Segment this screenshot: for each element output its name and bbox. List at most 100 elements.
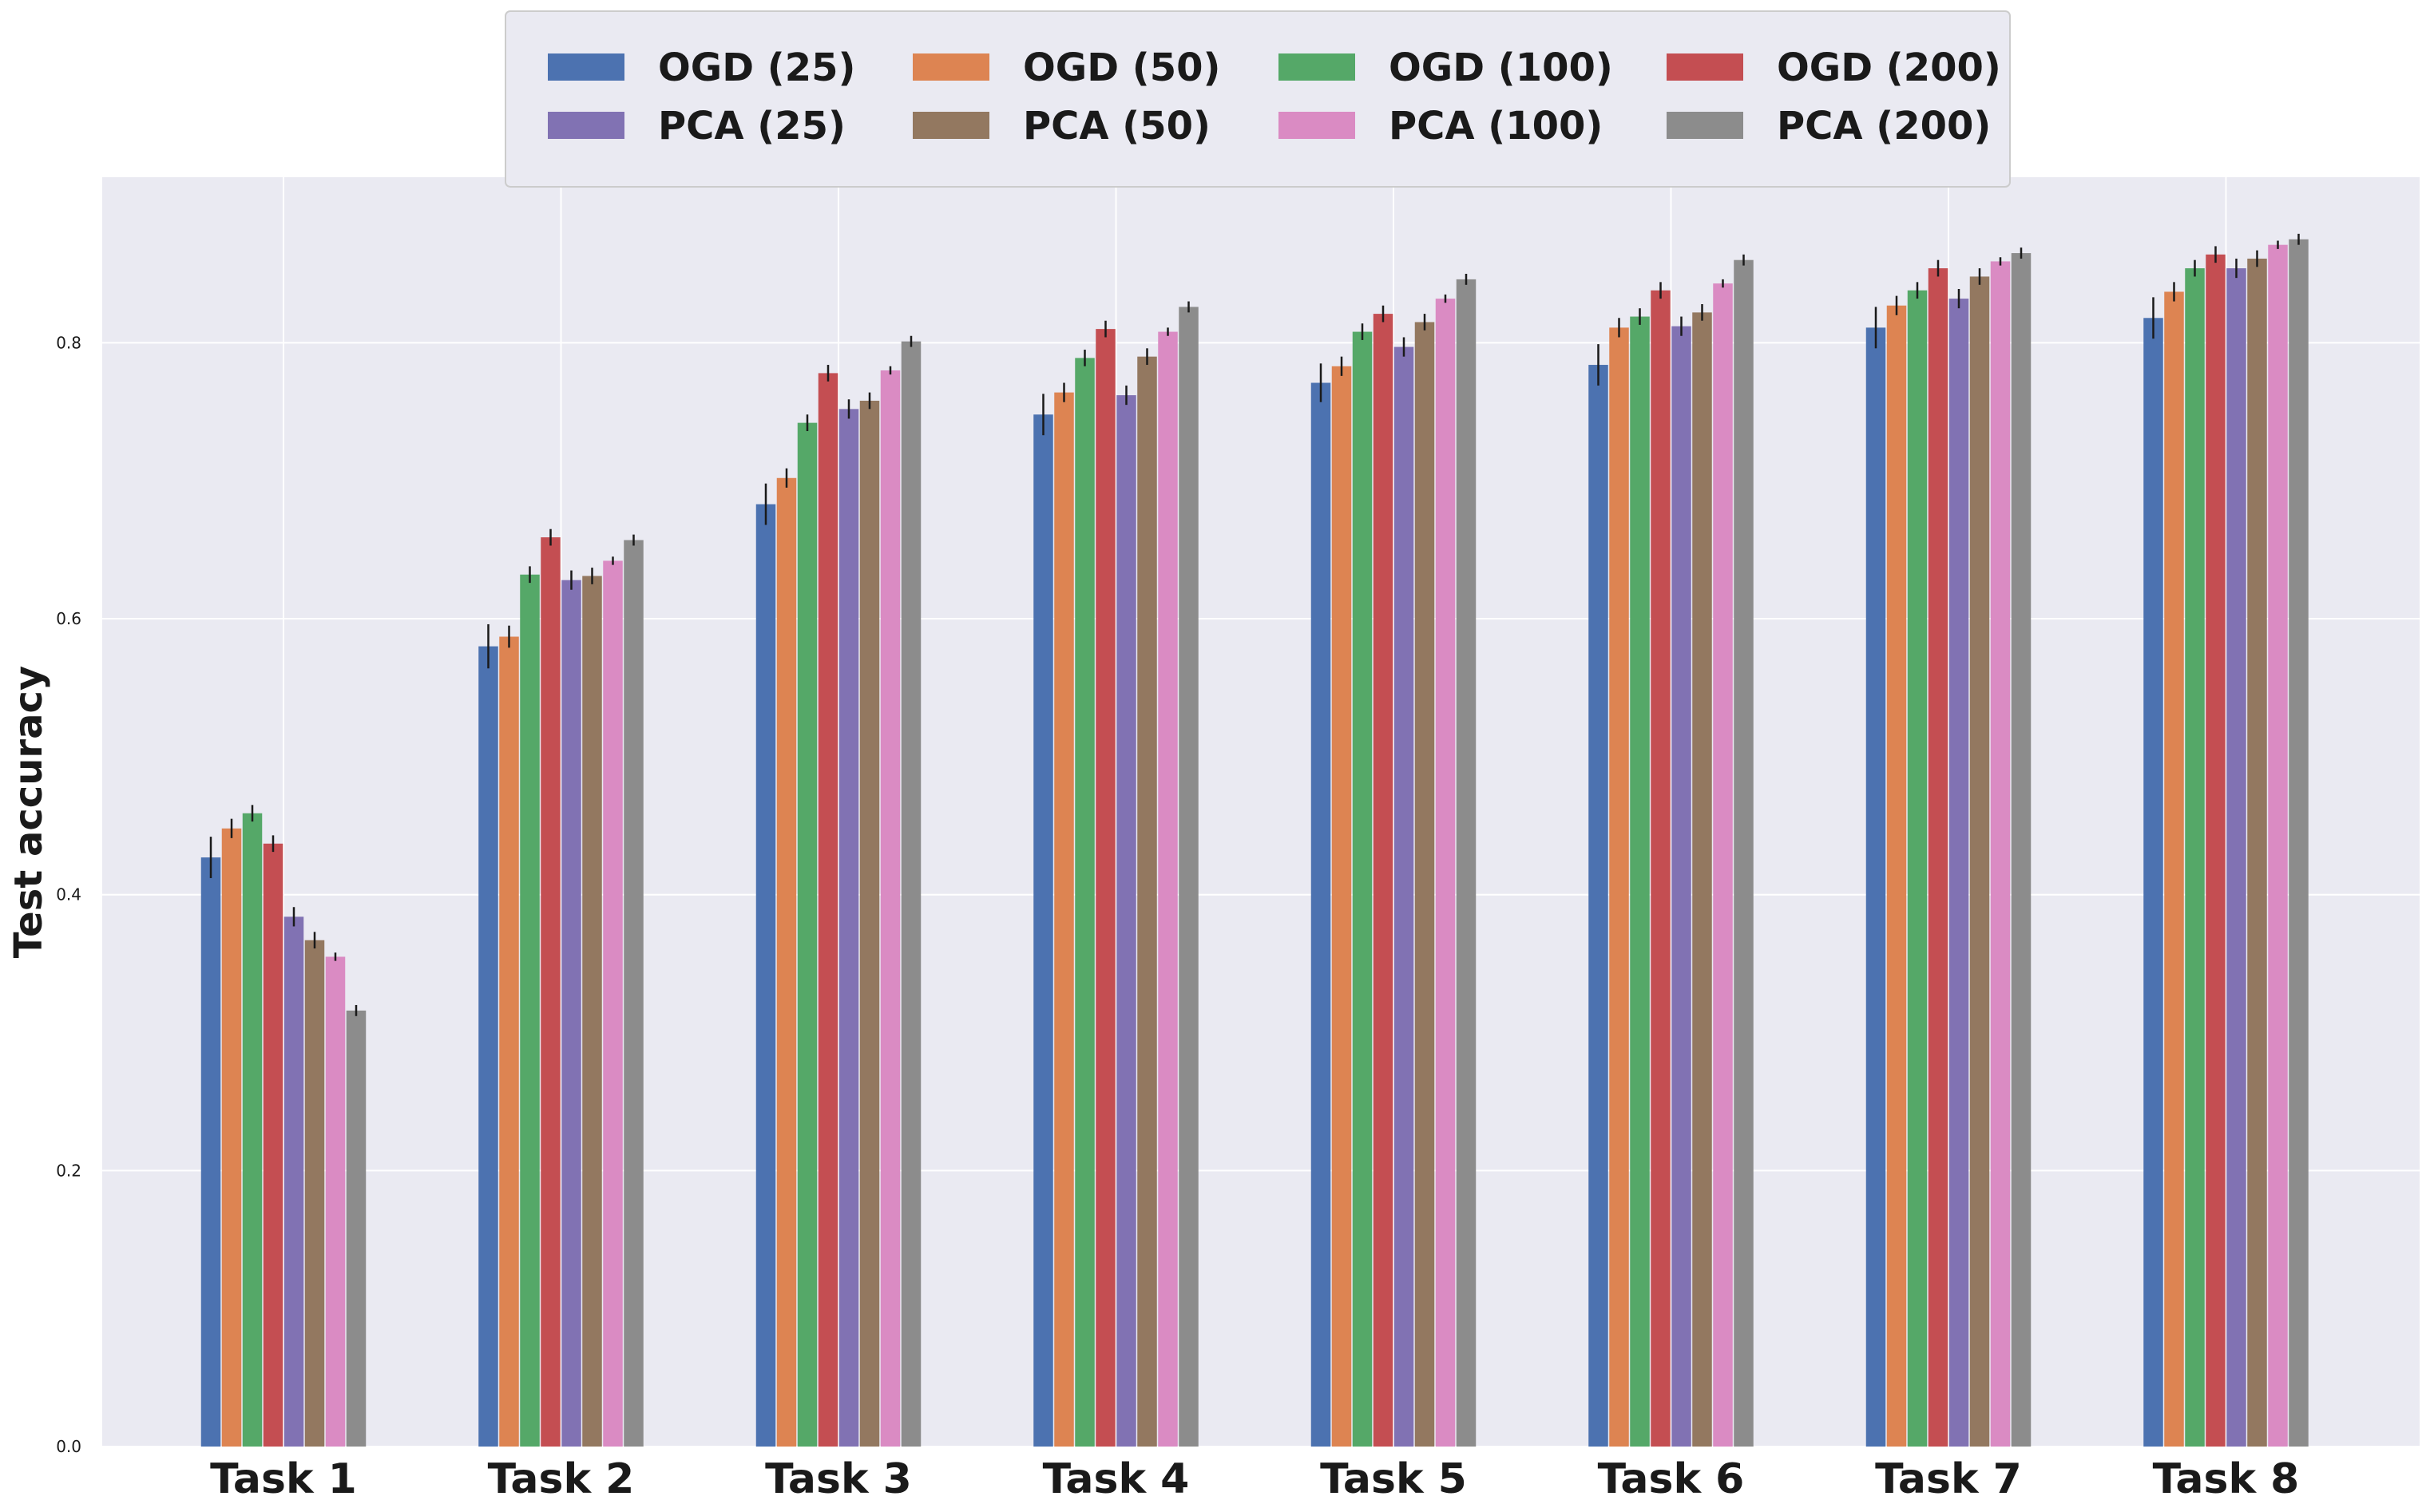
- bar: [283, 916, 304, 1447]
- bar: [304, 940, 325, 1447]
- bar: [1075, 358, 1095, 1447]
- bar: [603, 560, 623, 1447]
- bar: [1588, 365, 1608, 1447]
- bar: [1671, 326, 1691, 1447]
- bar: [2268, 244, 2288, 1447]
- legend-swatch: [548, 53, 624, 81]
- bar: [2143, 318, 2163, 1447]
- bar: [1414, 322, 1435, 1447]
- legend-label: PCA (25): [658, 104, 846, 148]
- x-tick-label: Task 7: [1875, 1455, 2022, 1503]
- bar: [346, 1010, 367, 1447]
- legend-label: PCA (100): [1389, 104, 1603, 148]
- bar: [1331, 366, 1352, 1447]
- bar: [2185, 268, 2205, 1447]
- x-tick-label: Task 6: [1598, 1455, 1745, 1503]
- bar: [221, 828, 242, 1447]
- bar: [1969, 276, 1990, 1447]
- x-tick-labels: Task 1 Task 2 Task 3 Task 4 Task 5 Task 6 Task…: [210, 1455, 2299, 1503]
- bar: [1158, 331, 1178, 1447]
- bar: [1651, 290, 1671, 1447]
- bar: [901, 341, 922, 1447]
- bar: [1865, 327, 1886, 1447]
- bar: [1456, 279, 1477, 1447]
- bar: [1393, 346, 1414, 1447]
- bar: [2247, 258, 2267, 1447]
- bars-group: [200, 233, 2309, 1447]
- bar: [797, 422, 818, 1447]
- bar: [2226, 268, 2246, 1447]
- legend-swatch: [913, 112, 989, 139]
- legend-swatch: [1667, 112, 1743, 139]
- legend-swatch: [548, 112, 624, 139]
- plot-area: [102, 177, 2420, 1447]
- bar: [1630, 316, 1650, 1447]
- legend-swatch: [913, 53, 989, 81]
- bar: [1907, 290, 1928, 1447]
- bar: [499, 636, 519, 1447]
- bar: [1692, 312, 1712, 1447]
- bar: [880, 370, 901, 1447]
- legend-label: PCA (200): [1777, 104, 1991, 148]
- bar: [1609, 327, 1629, 1447]
- bar: [1734, 259, 1754, 1447]
- bar: [582, 576, 602, 1447]
- bar: [1373, 314, 1393, 1447]
- bar: [818, 373, 838, 1447]
- x-tick-label: Task 8: [2153, 1455, 2300, 1503]
- bar: [1990, 261, 2011, 1447]
- bar: [1435, 299, 1456, 1447]
- legend-label: OGD (200): [1777, 46, 2001, 90]
- x-tick-label: Task 1: [210, 1455, 357, 1503]
- bar: [1116, 395, 1136, 1447]
- bar: [478, 646, 498, 1447]
- legend-label: PCA (50): [1023, 104, 1211, 148]
- bar: [1033, 414, 1053, 1447]
- bar: [325, 956, 346, 1447]
- y-tick-label: 0.4: [56, 885, 81, 904]
- legend-swatch: [1667, 53, 1743, 81]
- y-tick-label: 0.2: [56, 1161, 81, 1180]
- bar: [2011, 253, 2032, 1447]
- bar: [541, 537, 561, 1447]
- y-tick-label: 0.0: [56, 1437, 81, 1456]
- legend-box: [505, 10, 2011, 188]
- y-tick-label: 0.6: [56, 609, 81, 628]
- y-tick-labels: 0.0 0.2 0.4 0.6 0.8: [56, 333, 81, 1456]
- bar: [1096, 329, 1116, 1447]
- bar: [755, 504, 776, 1447]
- legend-swatch: [1278, 53, 1355, 81]
- legend-swatch: [1278, 112, 1355, 139]
- y-axis-label: Test accuracy: [6, 666, 51, 958]
- bar: [1713, 283, 1733, 1447]
- x-tick-label: Task 4: [1043, 1455, 1190, 1503]
- x-tick-label: Task 2: [488, 1455, 635, 1503]
- y-tick-label: 0.8: [56, 333, 81, 352]
- bar: [1179, 307, 1199, 1447]
- bar: [2289, 239, 2309, 1447]
- bar: [838, 409, 859, 1447]
- bar: [859, 400, 880, 1447]
- legend-label: OGD (50): [1023, 46, 1220, 90]
- bar: [1928, 268, 1948, 1447]
- legend-label: OGD (100): [1389, 46, 1613, 90]
- bar: [2206, 254, 2226, 1447]
- bar: [1948, 299, 1969, 1447]
- bar: [2164, 291, 2184, 1447]
- bar: [1310, 382, 1331, 1447]
- x-tick-label: Task 3: [765, 1455, 912, 1503]
- bar: [561, 580, 581, 1447]
- bar: [1054, 392, 1074, 1447]
- bar: [776, 477, 797, 1447]
- bar: [1352, 331, 1373, 1447]
- bar: [1137, 356, 1157, 1447]
- bar: [520, 574, 540, 1447]
- bar: [624, 540, 644, 1447]
- bar: [242, 813, 263, 1447]
- bar: [263, 843, 283, 1447]
- bar: [1886, 305, 1907, 1447]
- legend-label: OGD (25): [658, 46, 855, 90]
- legend: OGD (25) OGD (50) OGD (100) OGD (200) PCA (2…: [505, 10, 2011, 188]
- bar: [200, 857, 221, 1447]
